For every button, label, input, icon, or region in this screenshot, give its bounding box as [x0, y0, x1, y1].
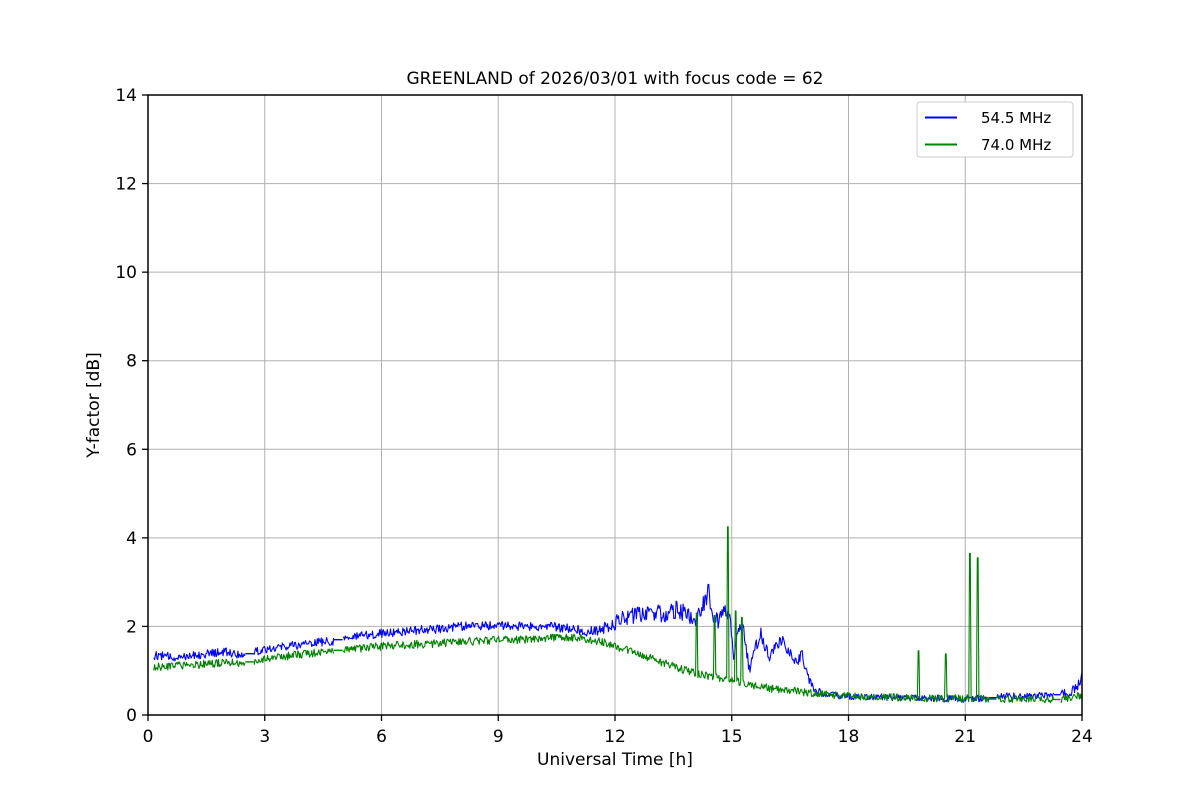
legend: 54.5 MHz 74.0 MHz — [916, 101, 1074, 158]
chart-title: GREENLAND of 2026/03/01 with focus code … — [407, 69, 824, 89]
y-tick-label: 4 — [126, 529, 137, 549]
x-tick-label: 12 — [604, 727, 626, 747]
y-tick-label: 14 — [115, 86, 137, 106]
y-tick-label: 2 — [126, 617, 137, 637]
y-tick-label: 10 — [115, 263, 137, 283]
x-tick-label: 9 — [493, 727, 504, 747]
x-tick-label: 6 — [376, 727, 387, 747]
y-tick-label: 6 — [126, 440, 137, 460]
y-tick-label: 0 — [126, 706, 137, 726]
x-axis-label: Universal Time [h] — [537, 750, 693, 770]
series-line — [153, 526, 1083, 704]
x-tick-label: 15 — [721, 727, 743, 747]
x-tick-label: 0 — [143, 727, 154, 747]
legend-label-54-5: 54.5 MHz — [981, 109, 1051, 127]
y-axis-label: Y-factor [dB] — [84, 352, 104, 458]
x-tick-label: 18 — [838, 727, 860, 747]
legend-box — [916, 101, 1074, 158]
series-layer — [153, 526, 1083, 704]
legend-label-74-0: 74.0 MHz — [981, 136, 1051, 154]
x-tick-label: 21 — [954, 727, 976, 747]
x-tick-label: 3 — [259, 727, 270, 747]
y-tick-label: 12 — [115, 175, 137, 195]
x-tick-label: 24 — [1071, 727, 1093, 747]
series-line — [153, 583, 1083, 703]
y-tick-label: 8 — [126, 352, 137, 372]
grid-layer — [147, 94, 1083, 716]
